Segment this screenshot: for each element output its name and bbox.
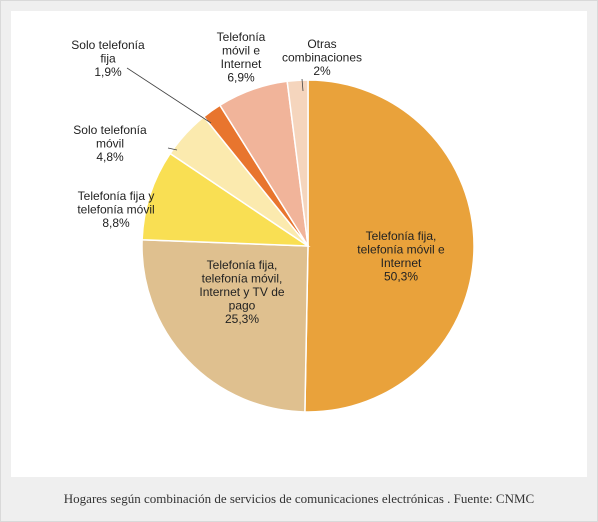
slice-category-label: Otras	[307, 37, 336, 51]
chart-area: Telefonía fija, telefonía móvil e Internet…	[11, 11, 587, 477]
slice-category-label: Internet	[221, 57, 262, 71]
slice-category-label: Internet y TV de	[199, 285, 284, 299]
pie-chart: Telefonía fija,telefonía móvil eInternet…	[71, 30, 475, 413]
slice-category-label: Internet	[381, 256, 422, 270]
slice-value-label: 25,3%	[225, 312, 259, 326]
leader-line-4	[167, 147, 178, 151]
slice-category-label: Solo telefonía	[71, 38, 145, 52]
pie-slice-7	[286, 79, 309, 247]
slice-value-label: 2%	[313, 64, 331, 78]
slice-category-label: telefonía móvil e	[357, 243, 445, 257]
slice-label-1: Telefonía fija,telefonía móvil eInternet…	[357, 229, 445, 284]
slice-category-label: móvil e	[222, 44, 260, 58]
slice-category-label: telefonía móvil	[77, 203, 154, 217]
slice-value-label: 8,8%	[102, 216, 130, 230]
pie-slice-2	[141, 238, 309, 413]
slice-category-label: combinaciones	[282, 51, 362, 65]
slice-category-label: telefonía móvil,	[202, 272, 283, 286]
slice-value-label: 1,9%	[94, 65, 122, 79]
leader-line-7	[301, 78, 304, 92]
figure-caption: Hogares según combinación de servicios d…	[63, 491, 535, 506]
slice-label-2: Telefonía fija,telefonía móvil,Internet …	[199, 258, 284, 326]
slice-category-label: Telefonía	[217, 30, 266, 44]
slice-category-label: Telefonía fija,	[366, 229, 437, 243]
pie-slice-3	[141, 152, 311, 247]
slice-value-label: 50,3%	[384, 270, 418, 284]
slice-category-label: Telefonía fija y	[78, 189, 155, 203]
slice-category-label: pago	[229, 299, 256, 313]
pie-slice-1	[304, 79, 475, 413]
slice-value-label: 4,8%	[96, 150, 124, 164]
slice-category-label: Telefonía fija,	[207, 258, 278, 272]
slice-category-label: Solo telefonía	[73, 123, 147, 137]
leader-line-5	[126, 67, 212, 124]
slice-category-label: móvil	[96, 137, 124, 151]
slice-category-label: fija	[100, 52, 116, 66]
slice-value-label: 6,9%	[227, 71, 255, 85]
